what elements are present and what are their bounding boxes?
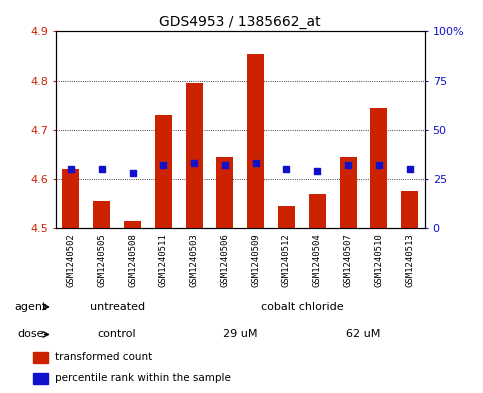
Bar xyxy=(93,201,110,228)
Bar xyxy=(185,83,202,228)
Text: 29 uM: 29 uM xyxy=(223,329,257,340)
Bar xyxy=(155,115,172,228)
Text: GSM1240507: GSM1240507 xyxy=(343,233,353,287)
Point xyxy=(406,166,413,172)
Bar xyxy=(33,352,48,363)
Text: transformed count: transformed count xyxy=(55,352,152,362)
Bar xyxy=(124,220,141,228)
Text: percentile rank within the sample: percentile rank within the sample xyxy=(55,373,230,384)
Text: GSM1240511: GSM1240511 xyxy=(159,233,168,287)
Bar xyxy=(278,206,295,228)
Text: GSM1240504: GSM1240504 xyxy=(313,233,322,287)
Bar xyxy=(247,53,264,228)
Point xyxy=(375,162,383,168)
Text: dose: dose xyxy=(17,329,44,340)
Title: GDS4953 / 1385662_at: GDS4953 / 1385662_at xyxy=(159,15,321,29)
Point xyxy=(221,162,229,168)
Bar xyxy=(401,191,418,228)
Point xyxy=(344,162,352,168)
Point xyxy=(98,166,106,172)
Bar xyxy=(216,157,233,228)
Bar xyxy=(33,373,48,384)
Text: cobalt chloride: cobalt chloride xyxy=(260,302,343,312)
Point xyxy=(190,160,198,166)
Text: GSM1240512: GSM1240512 xyxy=(282,233,291,287)
Text: GSM1240502: GSM1240502 xyxy=(67,233,75,287)
Point xyxy=(67,166,75,172)
Text: agent: agent xyxy=(14,302,47,312)
Point xyxy=(313,168,321,174)
Text: GSM1240506: GSM1240506 xyxy=(220,233,229,287)
Point xyxy=(283,166,290,172)
Text: GSM1240505: GSM1240505 xyxy=(97,233,106,287)
Bar xyxy=(309,193,326,228)
Text: GSM1240510: GSM1240510 xyxy=(374,233,384,287)
Text: 62 uM: 62 uM xyxy=(346,329,381,340)
Text: GSM1240509: GSM1240509 xyxy=(251,233,260,287)
Text: GSM1240513: GSM1240513 xyxy=(405,233,414,287)
Text: GSM1240508: GSM1240508 xyxy=(128,233,137,287)
Bar xyxy=(340,157,356,228)
Text: untreated: untreated xyxy=(89,302,145,312)
Point xyxy=(128,170,136,176)
Point xyxy=(159,162,167,168)
Bar xyxy=(62,169,79,228)
Bar xyxy=(370,108,387,228)
Point xyxy=(252,160,259,166)
Text: GSM1240503: GSM1240503 xyxy=(190,233,199,287)
Text: control: control xyxy=(98,329,136,340)
